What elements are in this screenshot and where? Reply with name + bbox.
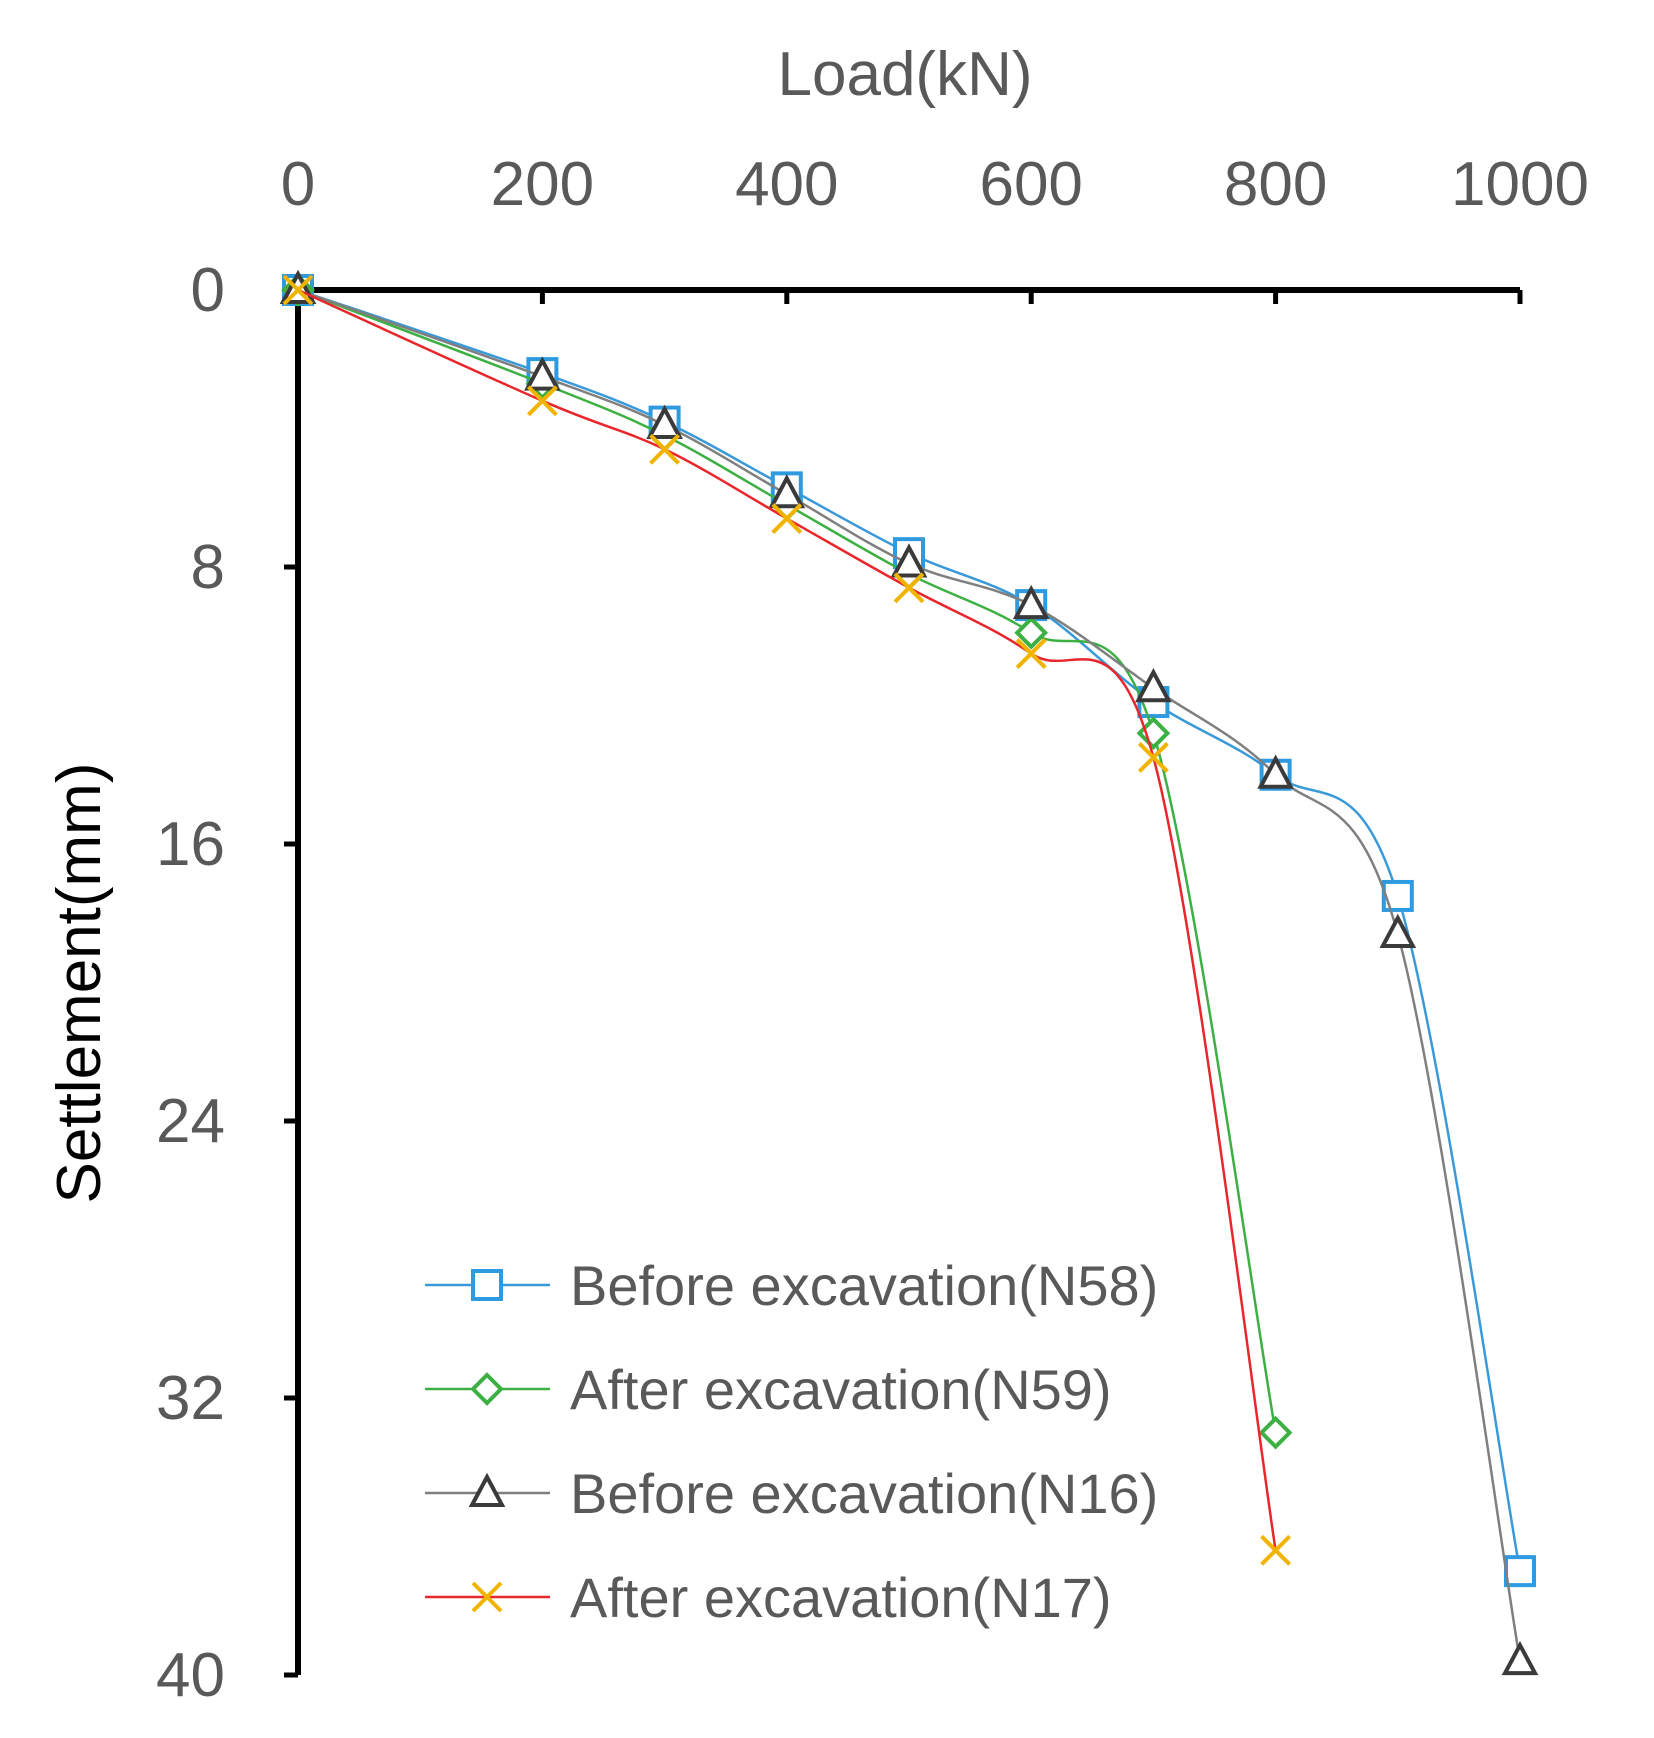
legend-label: After excavation(N17) (570, 1566, 1112, 1629)
series-line (297, 288, 1522, 1662)
data-point (1501, 1640, 1539, 1676)
x-tick-label: 200 (491, 150, 594, 219)
legend-label: Before excavation(N16) (570, 1462, 1158, 1525)
y-tick-label: 32 (156, 1364, 225, 1433)
data-point (649, 433, 681, 465)
data-point (646, 404, 683, 440)
series-2 (279, 269, 1539, 1676)
data-point (526, 385, 558, 417)
legend-marker (471, 1269, 503, 1301)
legend-item: Before excavation(N16) (425, 1462, 1158, 1525)
axes: 0 200 400 600 800 1000 0 8 16 24 32 40 (156, 150, 1589, 1710)
data-point (890, 543, 928, 578)
data-point (893, 572, 925, 604)
legend-marker (470, 1372, 504, 1406)
legend-marker (471, 1581, 503, 1613)
legend-marker (468, 1472, 506, 1507)
y-tick-label: 16 (156, 810, 225, 879)
legend-item: After excavation(N59) (425, 1358, 1112, 1421)
data-point (1504, 1555, 1536, 1588)
data-point (1012, 584, 1050, 620)
y-axis-title: Settlement(mm) (45, 763, 114, 1204)
data-point (1015, 638, 1047, 669)
legend: Before excavation(N58) After excavation(N… (425, 1254, 1158, 1629)
y-tick-label: 0 (191, 256, 225, 325)
data-point (282, 274, 314, 306)
data-point (1257, 754, 1294, 789)
data-point (1379, 913, 1417, 949)
y-tick-label: 24 (156, 1087, 225, 1156)
series-layer (279, 269, 1539, 1676)
legend-label: Before excavation(N58) (570, 1254, 1158, 1317)
x-tick-label: 1000 (1451, 150, 1589, 219)
data-point (1014, 615, 1049, 650)
data-point (1258, 1415, 1293, 1450)
data-point (771, 503, 803, 534)
data-point (1137, 742, 1169, 773)
x-tick-label: 800 (1224, 150, 1327, 219)
y-tick-label: 8 (191, 533, 225, 602)
y-tick-label: 40 (156, 1641, 225, 1710)
data-point (1260, 1534, 1292, 1566)
x-tick-label: 0 (281, 150, 315, 219)
x-axis-title: Load(kN) (778, 40, 1033, 109)
x-tick-label: 600 (979, 150, 1082, 219)
data-point (768, 474, 806, 509)
legend-item: Before excavation(N58) (425, 1254, 1158, 1317)
legend-label: After excavation(N59) (570, 1358, 1112, 1421)
legend-item: After excavation(N17) (425, 1566, 1112, 1629)
series-3 (282, 274, 1292, 1566)
x-tick-label: 400 (735, 150, 838, 219)
data-point (524, 356, 561, 391)
data-point (1135, 667, 1172, 703)
